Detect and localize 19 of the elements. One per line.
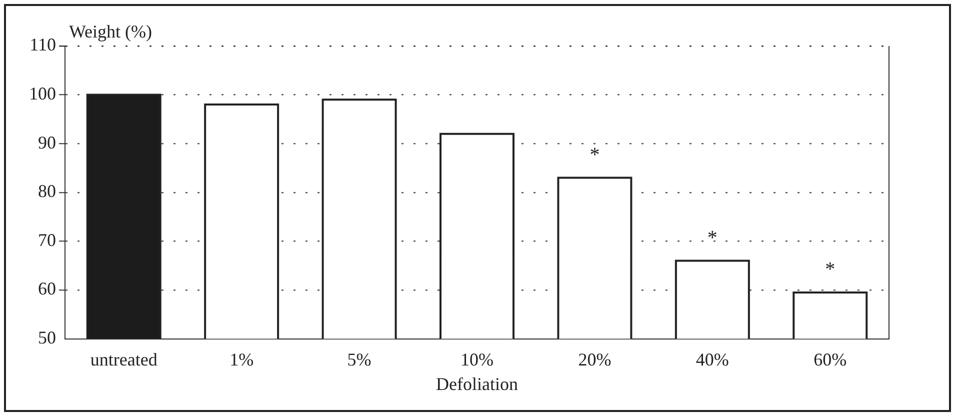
y-tick-label: 90: [38, 132, 56, 152]
x-tick-label: 5%: [347, 349, 372, 370]
x-tick-label: 10%: [460, 349, 494, 370]
y-tick-label: 110: [30, 34, 56, 55]
y-tick-label: 80: [38, 181, 56, 202]
y-tick-label: 100: [29, 84, 56, 104]
x-tick-label: untreated: [90, 349, 158, 370]
y-tick-label: 60: [38, 278, 56, 299]
annotation: *: [707, 226, 718, 249]
annotation: *: [590, 144, 600, 166]
x-tick-label: 40%: [696, 349, 729, 370]
x-tick-label: 20%: [578, 349, 612, 370]
y-axis-title: Weight (%): [69, 22, 152, 42]
y-tick-label: 50: [38, 328, 56, 348]
annotation: *: [825, 258, 836, 281]
y-tick-label: 70: [38, 230, 56, 250]
x-tick-label: 60%: [814, 349, 847, 370]
x-tick-label: 1%: [230, 349, 254, 370]
x-axis-title: Defoliation: [436, 374, 518, 394]
